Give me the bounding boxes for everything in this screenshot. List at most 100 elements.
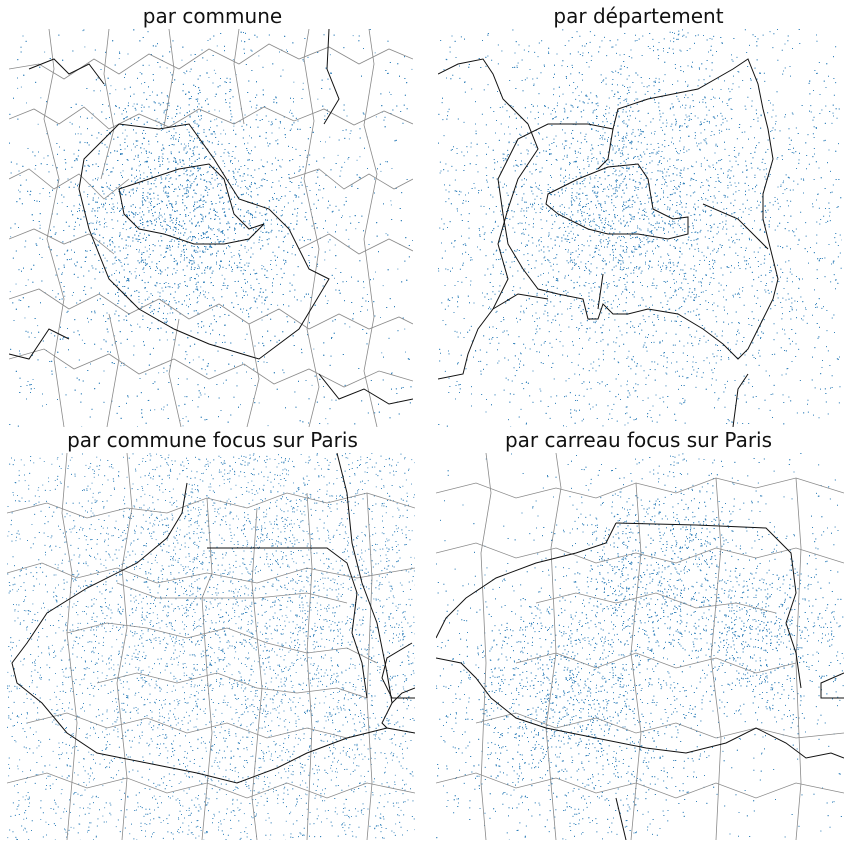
dot bbox=[214, 109, 216, 111]
dot bbox=[198, 238, 200, 240]
dot bbox=[210, 126, 211, 128]
dot bbox=[189, 71, 191, 73]
dot bbox=[178, 229, 179, 230]
dot bbox=[161, 126, 162, 128]
dot bbox=[100, 133, 102, 135]
dot bbox=[198, 169, 199, 171]
dot bbox=[17, 87, 19, 89]
dot bbox=[223, 382, 224, 384]
dot bbox=[127, 396, 129, 398]
dot bbox=[246, 150, 248, 151]
dot bbox=[375, 271, 376, 273]
dot bbox=[136, 119, 138, 121]
dot bbox=[216, 45, 218, 47]
dot bbox=[320, 141, 321, 142]
dot bbox=[157, 291, 159, 293]
dot bbox=[327, 241, 329, 243]
dot bbox=[290, 128, 292, 130]
dot bbox=[185, 416, 187, 418]
dot bbox=[124, 148, 126, 150]
dot bbox=[168, 283, 170, 284]
dot bbox=[375, 116, 377, 118]
dot bbox=[258, 402, 260, 404]
dot bbox=[140, 107, 142, 108]
dot bbox=[135, 181, 137, 183]
dot bbox=[105, 222, 107, 223]
dot bbox=[258, 187, 260, 188]
dot bbox=[202, 200, 204, 202]
dot bbox=[200, 175, 202, 176]
dot bbox=[224, 166, 226, 167]
dot bbox=[170, 72, 171, 74]
dot bbox=[162, 409, 164, 411]
dot bbox=[108, 174, 110, 176]
dot bbox=[192, 236, 194, 238]
dot bbox=[127, 245, 129, 247]
dot bbox=[102, 271, 104, 273]
dot bbox=[233, 255, 235, 256]
dot bbox=[97, 177, 99, 179]
dot bbox=[198, 133, 200, 134]
dot bbox=[125, 247, 127, 249]
dot bbox=[65, 367, 67, 368]
dot bbox=[186, 304, 187, 306]
dot bbox=[146, 291, 148, 292]
dot bbox=[340, 170, 342, 172]
dot bbox=[316, 171, 318, 173]
dot bbox=[207, 191, 209, 193]
dot bbox=[77, 133, 79, 135]
dot bbox=[186, 208, 188, 210]
dot bbox=[243, 291, 244, 292]
dot bbox=[214, 96, 216, 97]
dot bbox=[342, 215, 343, 217]
dot bbox=[164, 269, 166, 271]
dot bbox=[160, 200, 162, 202]
dot bbox=[294, 194, 296, 195]
dot bbox=[186, 238, 188, 240]
dot bbox=[33, 388, 35, 389]
dot bbox=[335, 268, 337, 269]
dot bbox=[183, 169, 185, 171]
dot bbox=[329, 136, 331, 138]
dot bbox=[124, 129, 126, 131]
dot bbox=[138, 165, 140, 167]
dot bbox=[182, 241, 183, 242]
dot bbox=[18, 189, 19, 191]
dot bbox=[192, 236, 194, 238]
dot bbox=[130, 325, 132, 327]
dot bbox=[181, 59, 183, 61]
dot bbox=[122, 132, 124, 134]
dot bbox=[256, 307, 258, 309]
dot bbox=[143, 172, 145, 174]
dot bbox=[210, 282, 212, 284]
dot bbox=[121, 363, 122, 364]
dot bbox=[264, 303, 265, 305]
dot bbox=[256, 187, 258, 189]
dot bbox=[390, 200, 392, 202]
dot bbox=[302, 82, 304, 84]
map-svg bbox=[9, 29, 413, 427]
dot bbox=[381, 352, 383, 354]
dot bbox=[149, 188, 151, 190]
dot bbox=[46, 404, 47, 405]
dot bbox=[212, 309, 213, 311]
dot bbox=[229, 187, 231, 189]
dot bbox=[181, 250, 183, 252]
dot bbox=[213, 69, 215, 71]
dot bbox=[150, 312, 152, 313]
dot bbox=[167, 286, 169, 288]
dot bbox=[105, 341, 107, 343]
dot bbox=[127, 215, 128, 217]
dot bbox=[19, 175, 21, 176]
dot bbox=[300, 300, 302, 302]
dot bbox=[137, 323, 139, 325]
dot bbox=[213, 208, 215, 210]
dot bbox=[214, 319, 215, 320]
dot bbox=[186, 354, 188, 356]
dot bbox=[412, 240, 413, 241]
dot bbox=[324, 259, 326, 261]
dot bbox=[115, 89, 117, 91]
dot bbox=[139, 212, 141, 214]
dot bbox=[346, 281, 347, 282]
dot bbox=[118, 58, 120, 59]
